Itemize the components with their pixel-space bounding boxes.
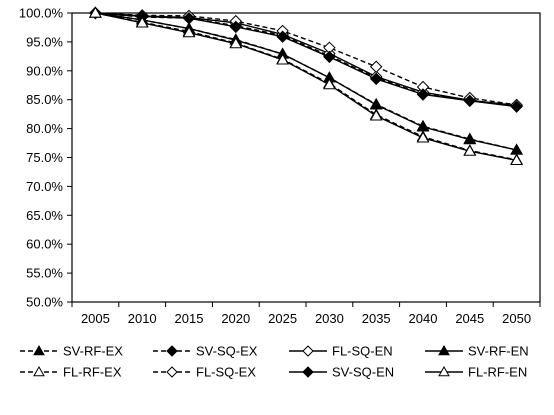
x-tick-label: 2045: [455, 311, 484, 326]
data-point-fl-rf-en: [229, 37, 243, 49]
legend-marker-fl-rf-ex: [33, 365, 45, 377]
y-tick-label: 75.0%: [26, 150, 63, 165]
data-point-fl-rf-en: [135, 16, 149, 28]
legend-label-fl-rf-ex: FL-RF-EX: [63, 365, 122, 380]
series-line-sv-rf-ex: [95, 12, 517, 151]
x-tick-label: 2010: [128, 311, 157, 326]
data-point-fl-rf-en: [276, 53, 289, 65]
data-point-fl-sq-ex: [369, 60, 383, 73]
legend-item-sv-sq-ex: SV-SQ-EX: [153, 344, 258, 359]
y-tick-label: 90.0%: [26, 63, 63, 78]
x-tick-label: 2030: [315, 311, 344, 326]
legend-item-fl-rf-ex: FL-RF-EX: [20, 365, 122, 380]
x-tick-label: 2050: [502, 311, 531, 326]
series-line-fl-rf-ex: [95, 12, 517, 161]
data-point-sv-rf-en: [463, 133, 477, 145]
data-point-fl-rf-en: [89, 6, 102, 18]
series-line-sv-rf-en: [95, 12, 517, 151]
data-point-fl-rf-en: [510, 153, 523, 166]
data-point-sv-rf-en: [416, 120, 430, 132]
legend-marker-sv-rf-en: [438, 344, 450, 356]
data-point-sv-sq-en: [276, 30, 289, 43]
legend-item-fl-rf-en: FL-RF-EN: [425, 365, 527, 380]
data-point-sv-sq-en: [416, 88, 430, 101]
y-tick-label: 55.0%: [26, 266, 63, 281]
plot-frame: [71, 12, 541, 303]
series-line-sv-sq-en: [95, 12, 517, 108]
legend-item-fl-sq-en: FL-SQ-EN: [289, 344, 393, 359]
y-tick-label: 50.0%: [26, 295, 63, 310]
x-tick-label: 2015: [175, 311, 204, 326]
data-point-fl-rf-en: [182, 26, 196, 38]
legend-label-fl-rf-en: FL-RF-EN: [468, 365, 527, 380]
y-tick-label: 60.0%: [26, 237, 63, 252]
legend-marker-fl-sq-en: [302, 345, 314, 357]
data-point-sv-sq-en: [229, 20, 243, 34]
series-line-fl-sq-ex: [95, 12, 517, 106]
legend-marker-sv-sq-en: [302, 366, 314, 378]
y-tick-label: 95.0%: [26, 34, 63, 49]
data-point-fl-rf-en: [323, 78, 336, 90]
x-tick-label: 2025: [268, 311, 297, 326]
data-point-fl-rf-en: [416, 131, 430, 143]
data-point-sv-rf-en: [369, 98, 383, 110]
y-tick-label: 80.0%: [26, 121, 63, 136]
legend-marker-fl-rf-en: [438, 365, 450, 377]
y-tick-label: 100.0%: [19, 6, 64, 21]
legend-marker-sv-rf-ex: [33, 344, 45, 356]
legend-marker-sv-sq-ex: [166, 345, 178, 357]
data-point-sv-sq-en: [510, 100, 523, 113]
x-tick-label: 2005: [81, 311, 110, 326]
legend-marker-fl-sq-ex: [166, 366, 178, 378]
y-tick-label: 85.0%: [26, 92, 63, 107]
legend-item-sv-rf-en: SV-RF-EN: [425, 344, 529, 359]
data-point-sv-sq-en: [182, 11, 196, 25]
legend-label-fl-sq-ex: FL-SQ-EX: [196, 365, 256, 380]
y-tick-label: 65.0%: [26, 208, 63, 223]
data-point-fl-rf-en: [463, 144, 477, 156]
series-line-fl-rf-en: [95, 12, 517, 162]
legend-label-fl-sq-en: FL-SQ-EN: [332, 344, 393, 359]
x-tick-label: 2020: [221, 311, 250, 326]
data-point-sv-sq-en: [463, 94, 477, 108]
data-point-sv-sq-en: [369, 72, 383, 86]
legend-item-fl-sq-ex: FL-SQ-EX: [153, 365, 256, 380]
legend-label-sv-rf-ex: SV-RF-EX: [63, 344, 123, 359]
legend-item-sv-sq-en: SV-SQ-EN: [289, 365, 394, 380]
x-tick-label: 2040: [409, 311, 438, 326]
y-tick-label: 70.0%: [26, 179, 63, 194]
data-point-sv-sq-en: [323, 50, 336, 64]
x-tick-label: 2035: [362, 311, 391, 326]
legend-label-sv-rf-en: SV-RF-EN: [468, 344, 529, 359]
legend-label-sv-sq-en: SV-SQ-EN: [332, 365, 394, 380]
legend-item-sv-rf-ex: SV-RF-EX: [20, 344, 123, 359]
legend-label-sv-sq-ex: SV-SQ-EX: [196, 344, 258, 359]
data-point-fl-rf-en: [369, 109, 383, 121]
